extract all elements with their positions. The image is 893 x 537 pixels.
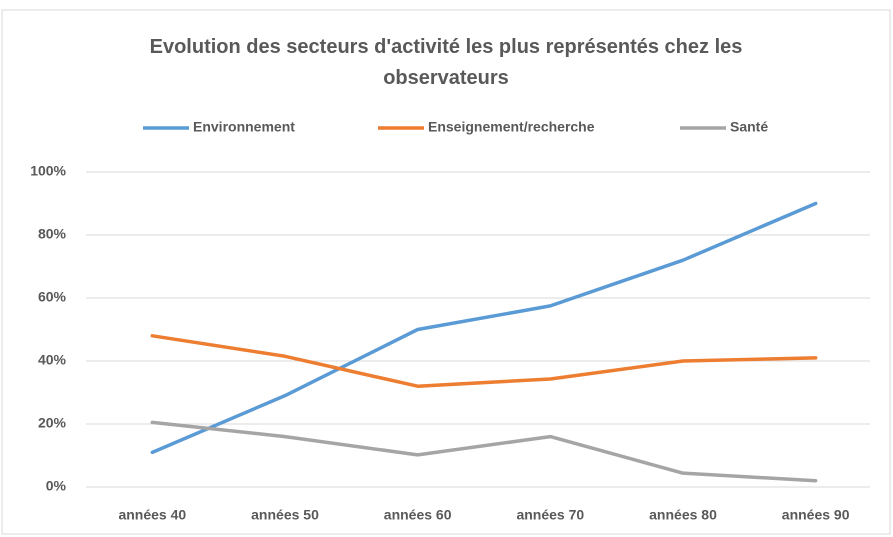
- x-tick-label: années 70: [516, 507, 584, 523]
- x-tick-label: années 80: [649, 507, 717, 523]
- x-tick-label: années 60: [384, 507, 452, 523]
- x-tick-label: années 90: [782, 507, 850, 523]
- y-tick-label: 0%: [46, 478, 67, 494]
- y-tick-label: 40%: [38, 352, 67, 368]
- legend-label: Enseignement/recherche: [428, 119, 595, 135]
- legend-label: Santé: [730, 119, 768, 135]
- series-line: [150, 420, 818, 483]
- series-line: [150, 201, 818, 455]
- chart-title: Evolution des secteurs d'activité les pl…: [149, 36, 743, 89]
- y-tick-label: 100%: [30, 163, 66, 179]
- x-tick-label: années 50: [251, 507, 319, 523]
- x-tick-label: années 40: [118, 507, 186, 523]
- y-tick-label: 80%: [38, 226, 67, 242]
- y-tick-label: 60%: [38, 289, 67, 305]
- chart-border: [1, 9, 891, 535]
- y-tick-label: 20%: [38, 415, 67, 431]
- series-line: [150, 334, 818, 388]
- legend-label: Environnement: [193, 119, 295, 135]
